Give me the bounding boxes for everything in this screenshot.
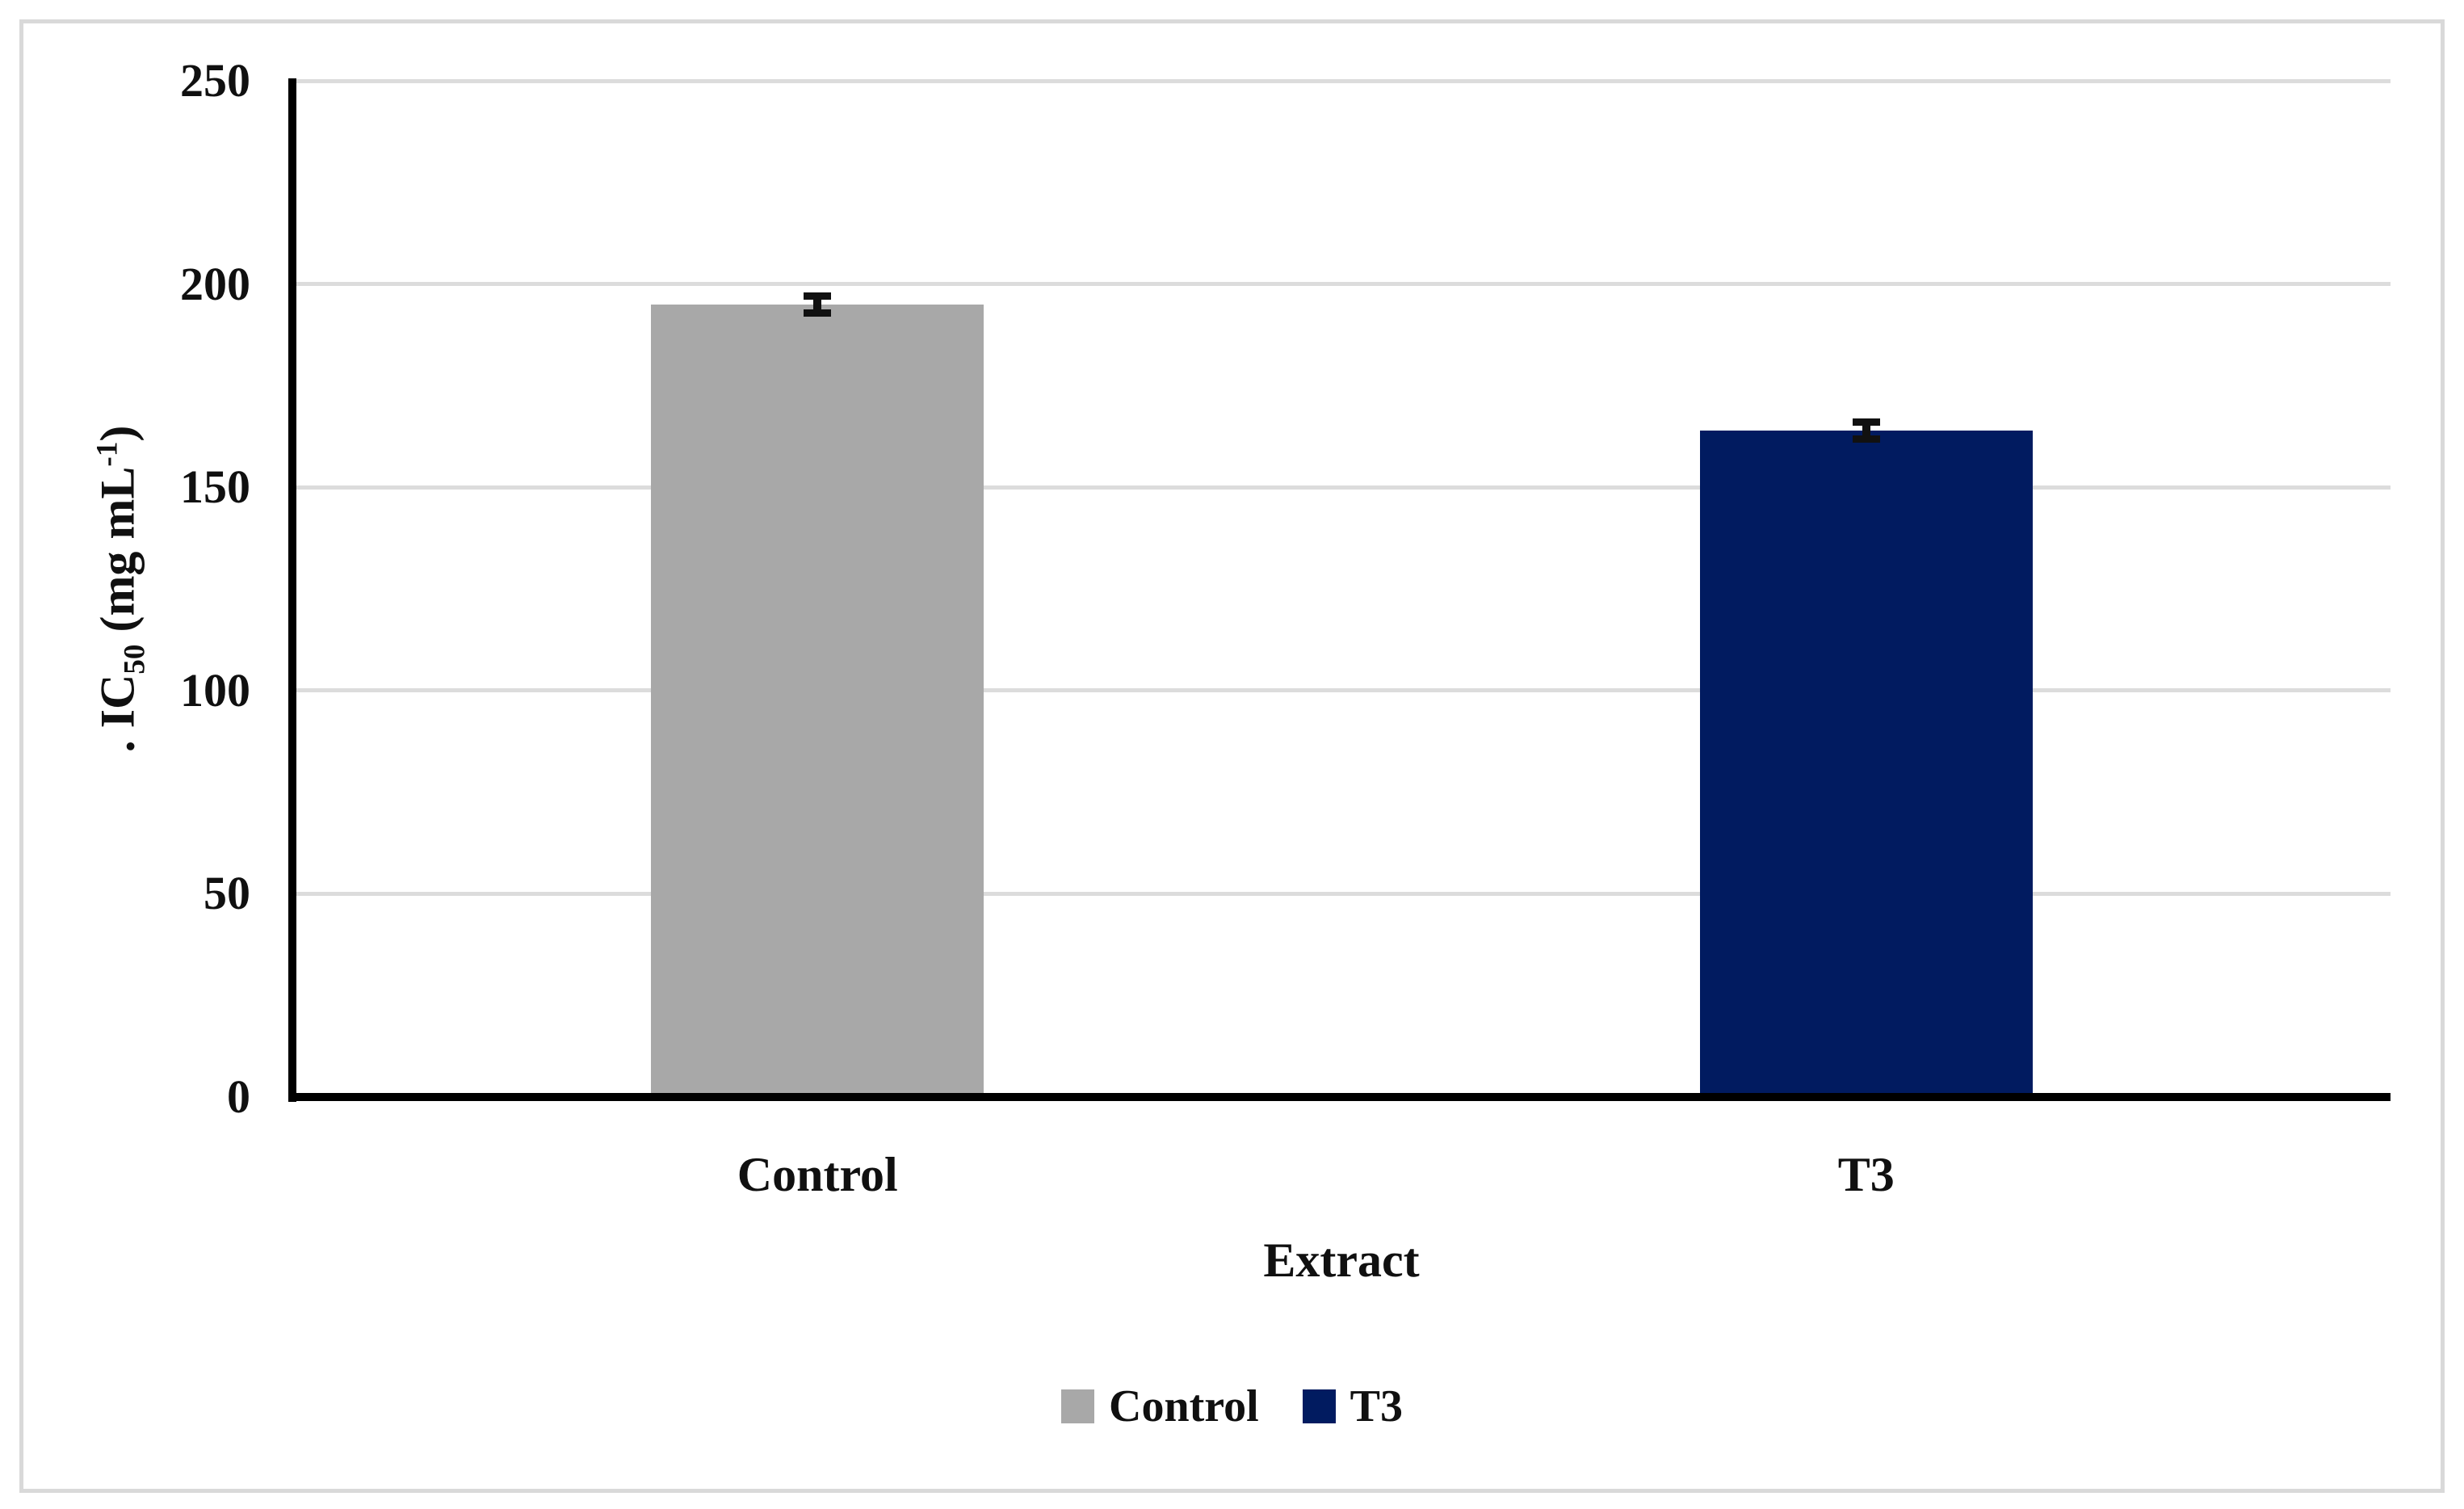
legend-item-t3: T3 bbox=[1302, 1381, 1403, 1431]
y-axis-title-part: ) bbox=[90, 425, 145, 442]
legend-label-t3: T3 bbox=[1350, 1381, 1403, 1431]
bar-control bbox=[651, 304, 984, 1097]
legend-swatch-control bbox=[1061, 1389, 1094, 1423]
legend-label-control: Control bbox=[1109, 1381, 1259, 1431]
y-axis-title: . IC50 (mg mL-1) bbox=[90, 426, 153, 753]
error-bar-stem bbox=[813, 292, 822, 317]
y-axis-title-part: . IC bbox=[90, 674, 145, 753]
figure-border bbox=[19, 19, 2445, 1493]
error-bar-stem bbox=[1862, 418, 1870, 443]
error-bar-control bbox=[804, 292, 832, 317]
y-axis-title-part: 50 bbox=[118, 644, 152, 675]
y-tick-label-250: 250 bbox=[180, 54, 250, 107]
y-tick-label-0: 0 bbox=[227, 1070, 250, 1123]
gridline-y150 bbox=[293, 485, 2391, 490]
y-tick-label-150: 150 bbox=[180, 460, 250, 514]
y-tick-label-100: 100 bbox=[180, 663, 250, 717]
plot-area bbox=[288, 78, 2391, 1102]
y-tick-label-50: 50 bbox=[204, 867, 250, 920]
y-axis-title-part: -1 bbox=[90, 441, 124, 467]
x-category-label-control: Control bbox=[737, 1148, 898, 1201]
legend-item-control: Control bbox=[1061, 1383, 1259, 1430]
y-tick-label-200: 200 bbox=[180, 257, 250, 310]
x-axis-title: Extract bbox=[1263, 1234, 1420, 1287]
error-bar-cap bbox=[1852, 435, 1880, 443]
y-axis-title-part: (mg mL bbox=[90, 466, 145, 645]
y-axis-line bbox=[288, 78, 296, 1102]
gridline-y200 bbox=[293, 282, 2391, 287]
gridline-y250 bbox=[293, 78, 2391, 83]
gridline-y50 bbox=[293, 891, 2391, 896]
error-bar-cap bbox=[804, 309, 832, 317]
x-axis-line bbox=[288, 1093, 2391, 1101]
legend-swatch-t3 bbox=[1302, 1389, 1336, 1423]
legend: Control T3 bbox=[0, 1383, 2464, 1430]
gridline-y100 bbox=[293, 688, 2391, 693]
x-category-label-t3: T3 bbox=[1837, 1148, 1895, 1201]
error-bar-t3 bbox=[1852, 418, 1880, 443]
bar-t3 bbox=[1699, 430, 2033, 1097]
